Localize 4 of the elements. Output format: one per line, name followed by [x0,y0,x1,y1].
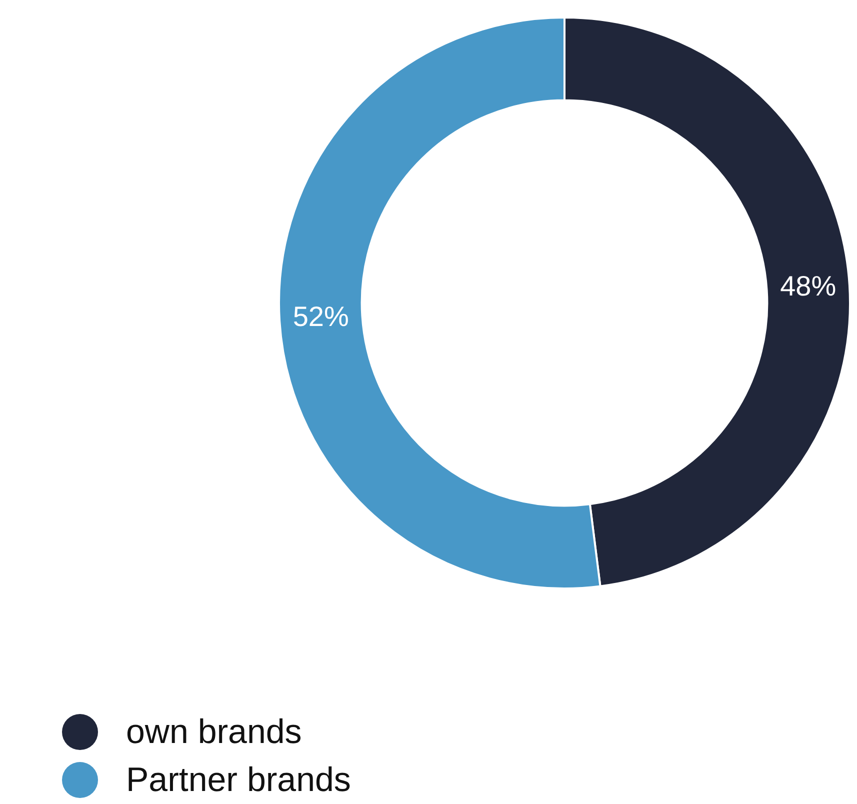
legend-label: own brands [126,712,302,752]
data-label: 52% [292,301,349,332]
data-label: 48% [780,270,836,302]
legend-label: Partner brands [126,760,351,800]
